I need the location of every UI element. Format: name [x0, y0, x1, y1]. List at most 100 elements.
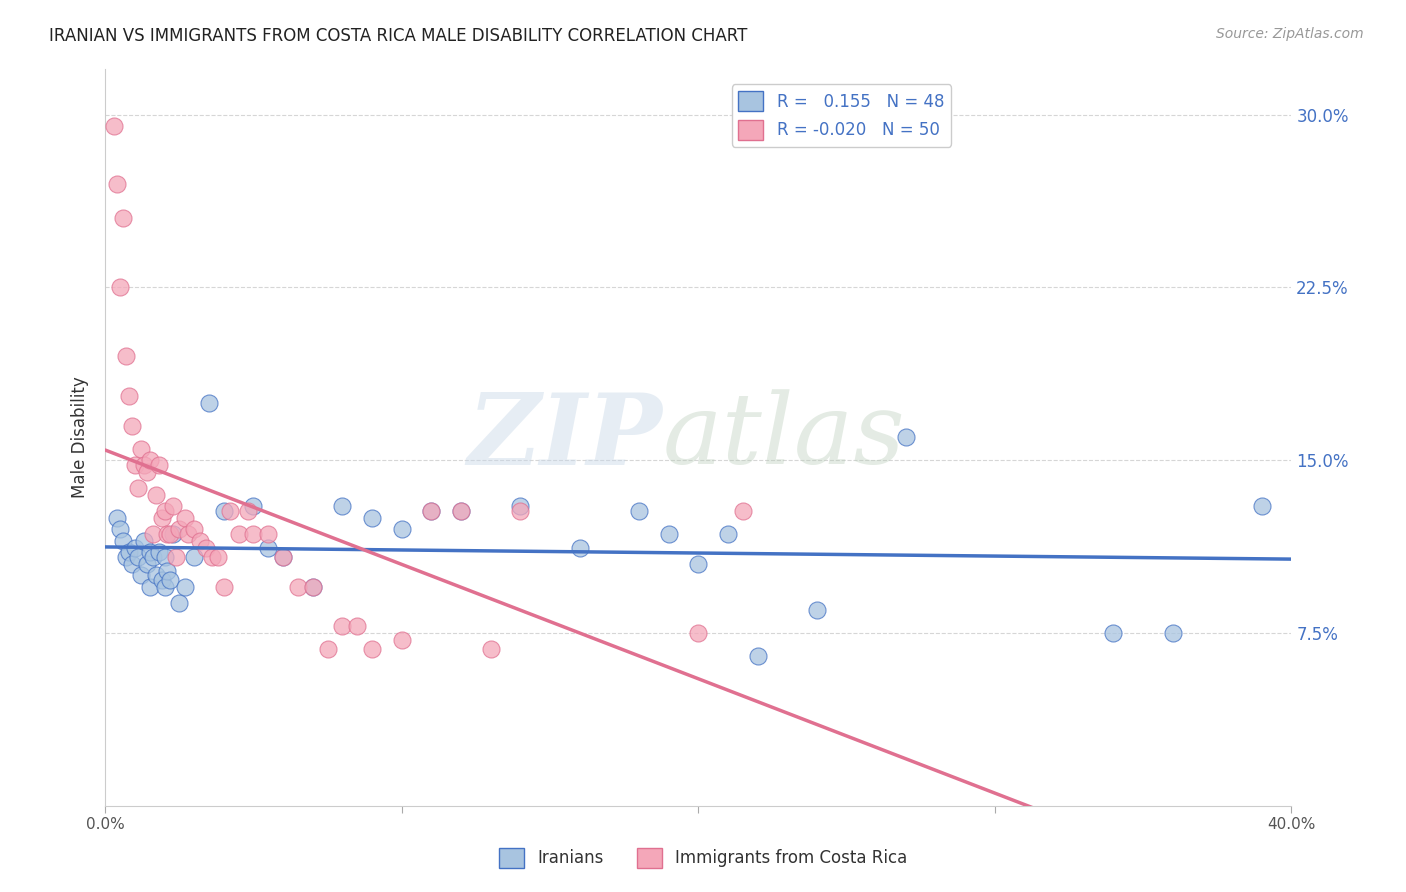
- Point: [138, 580, 160, 594]
- Point: [121, 557, 143, 571]
- Point: [361, 642, 384, 657]
- Point: [228, 526, 250, 541]
- Point: [183, 522, 205, 536]
- Point: [162, 499, 184, 513]
- Point: [509, 499, 531, 513]
- Point: [142, 526, 165, 541]
- Point: [150, 510, 173, 524]
- Point: [148, 458, 170, 472]
- Point: [150, 573, 173, 587]
- Point: [153, 580, 176, 594]
- Point: [688, 557, 710, 571]
- Text: ZIP: ZIP: [468, 389, 662, 485]
- Point: [717, 526, 740, 541]
- Text: IRANIAN VS IMMIGRANTS FROM COSTA RICA MALE DISABILITY CORRELATION CHART: IRANIAN VS IMMIGRANTS FROM COSTA RICA MA…: [49, 27, 748, 45]
- Point: [218, 504, 240, 518]
- Text: Source: ZipAtlas.com: Source: ZipAtlas.com: [1216, 27, 1364, 41]
- Point: [894, 430, 917, 444]
- Point: [212, 580, 235, 594]
- Point: [212, 504, 235, 518]
- Point: [129, 568, 152, 582]
- Point: [159, 526, 181, 541]
- Point: [108, 522, 131, 536]
- Point: [1250, 499, 1272, 513]
- Point: [124, 458, 146, 472]
- Point: [121, 418, 143, 433]
- Point: [156, 526, 179, 541]
- Point: [450, 504, 472, 518]
- Point: [207, 549, 229, 564]
- Point: [132, 458, 155, 472]
- Point: [658, 526, 681, 541]
- Point: [627, 504, 650, 518]
- Point: [201, 549, 224, 564]
- Point: [568, 541, 591, 555]
- Point: [111, 533, 134, 548]
- Point: [242, 499, 264, 513]
- Point: [165, 549, 187, 564]
- Point: [450, 504, 472, 518]
- Legend: Iranians, Immigrants from Costa Rica: Iranians, Immigrants from Costa Rica: [492, 841, 914, 875]
- Point: [127, 481, 149, 495]
- Point: [138, 545, 160, 559]
- Point: [257, 526, 280, 541]
- Point: [332, 499, 354, 513]
- Point: [509, 504, 531, 518]
- Point: [174, 580, 197, 594]
- Point: [169, 522, 191, 536]
- Point: [156, 564, 179, 578]
- Point: [420, 504, 443, 518]
- Point: [145, 568, 167, 582]
- Point: [162, 526, 184, 541]
- Point: [153, 549, 176, 564]
- Point: [1102, 625, 1125, 640]
- Point: [118, 545, 141, 559]
- Point: [115, 350, 138, 364]
- Point: [135, 465, 157, 479]
- Point: [479, 642, 502, 657]
- Point: [127, 549, 149, 564]
- Point: [747, 648, 769, 663]
- Point: [346, 619, 368, 633]
- Point: [1161, 625, 1184, 640]
- Point: [391, 632, 413, 647]
- Point: [174, 510, 197, 524]
- Legend: R =   0.155   N = 48, R = -0.020   N = 50: R = 0.155 N = 48, R = -0.020 N = 50: [731, 84, 950, 146]
- Point: [420, 504, 443, 518]
- Point: [105, 510, 128, 524]
- Point: [271, 549, 294, 564]
- Point: [145, 488, 167, 502]
- Point: [115, 549, 138, 564]
- Point: [301, 580, 323, 594]
- Point: [103, 119, 125, 133]
- Point: [806, 603, 828, 617]
- Y-axis label: Male Disability: Male Disability: [72, 376, 89, 498]
- Point: [118, 388, 141, 402]
- Text: atlas: atlas: [662, 390, 905, 484]
- Point: [198, 395, 221, 409]
- Point: [361, 510, 384, 524]
- Point: [108, 280, 131, 294]
- Point: [142, 549, 165, 564]
- Point: [271, 549, 294, 564]
- Point: [177, 526, 200, 541]
- Point: [731, 504, 754, 518]
- Point: [257, 541, 280, 555]
- Point: [242, 526, 264, 541]
- Point: [135, 557, 157, 571]
- Point: [195, 541, 218, 555]
- Point: [124, 541, 146, 555]
- Point: [138, 453, 160, 467]
- Point: [153, 504, 176, 518]
- Point: [111, 211, 134, 226]
- Point: [105, 177, 128, 191]
- Point: [169, 596, 191, 610]
- Point: [301, 580, 323, 594]
- Point: [183, 549, 205, 564]
- Point: [129, 442, 152, 456]
- Point: [316, 642, 339, 657]
- Point: [132, 533, 155, 548]
- Point: [188, 533, 211, 548]
- Point: [688, 625, 710, 640]
- Point: [148, 545, 170, 559]
